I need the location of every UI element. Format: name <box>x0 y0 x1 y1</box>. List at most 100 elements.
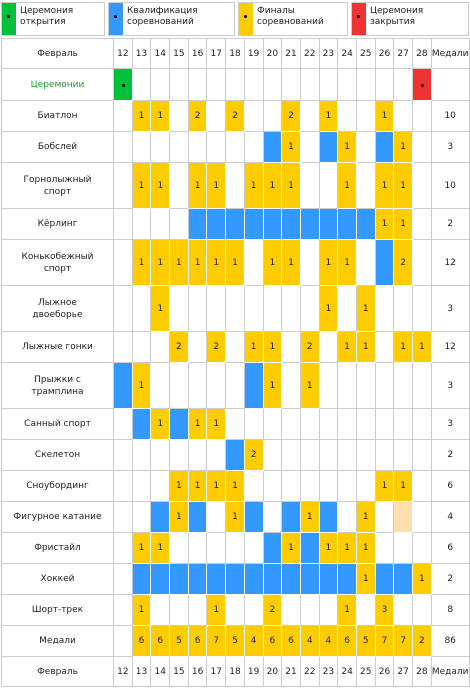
grand-total: 86 <box>430 625 470 657</box>
sport-medals: 3 <box>430 131 470 163</box>
event-cell: 1 <box>169 239 189 286</box>
legend-label: Квалификация соревнований <box>123 3 202 35</box>
event-cell: 1 <box>150 285 171 332</box>
ceremony-cell <box>187 68 208 101</box>
sport-label: Лыжное двоеборье <box>1 285 114 332</box>
event-cell: 1 <box>355 501 376 533</box>
total-cell: 7 <box>374 625 395 657</box>
event-cell: 1 <box>206 594 227 626</box>
sport-medals: 6 <box>430 532 470 564</box>
event-cell <box>243 594 264 626</box>
legend-dot <box>114 15 117 18</box>
event-cell: 1 <box>355 285 376 332</box>
sport-label-line: спорт <box>43 186 72 197</box>
event-cell <box>318 439 339 471</box>
event-cell <box>113 470 133 502</box>
sport-row: Фигурное катание 1 1 1 1 4 <box>1 501 470 533</box>
month-label: Февраль <box>1 656 114 687</box>
event-cell <box>113 239 133 286</box>
event-cell: 1 <box>225 239 245 286</box>
event-cell <box>318 162 339 209</box>
event-cell <box>206 501 227 533</box>
event-cell <box>393 501 413 533</box>
event-cell <box>393 362 413 409</box>
event-cell <box>169 594 189 626</box>
event-cell: 1 <box>355 532 376 564</box>
event-cell <box>243 532 264 564</box>
legend-label-line: соревнований <box>127 17 194 27</box>
ceremonies-row: Церемонии <box>1 68 470 101</box>
event-cell <box>412 131 432 163</box>
event-cell: 1 <box>393 162 413 209</box>
event-cell: 2 <box>225 100 245 132</box>
sport-row: Кёрлинг 1 1 2 <box>1 208 470 240</box>
event-cell <box>299 439 320 471</box>
event-cell <box>281 362 301 409</box>
legend-item: Церемония закрытия <box>351 2 469 36</box>
sport-label: Скелетон <box>1 439 114 471</box>
event-cell: 1 <box>318 239 339 286</box>
event-cell: 2 <box>243 439 264 471</box>
event-cell <box>206 362 227 409</box>
event-cell <box>355 131 376 163</box>
sport-label-line: Лыжные гонки <box>22 342 93 352</box>
event-cell <box>131 331 152 363</box>
event-cell: 1 <box>374 208 395 240</box>
event-cell <box>355 239 376 286</box>
event-cell <box>131 285 152 332</box>
event-cell <box>113 131 133 163</box>
legend-swatch <box>2 3 16 35</box>
event-cell: 1 <box>206 470 227 502</box>
sport-row: Скелетон 2 2 <box>1 439 470 471</box>
ceremony-cell <box>412 68 432 101</box>
event-cell <box>169 100 189 132</box>
sport-medals: 6 <box>430 470 470 502</box>
totals-row: Медали 6 6 5 6 7 5 4 6 6 4 4 6 5 7 7 2 86 <box>1 625 470 657</box>
event-cell <box>169 439 189 471</box>
event-cell: 1 <box>150 239 171 286</box>
event-cell <box>299 563 320 595</box>
sport-row: Горнолыжный спорт 1 1 1 1 1 1 1 1 1 1 10 <box>1 162 470 209</box>
event-cell <box>131 208 152 240</box>
event-cell <box>262 131 283 163</box>
event-cell <box>355 408 376 440</box>
sport-label-line: Горнолыжный <box>23 174 92 185</box>
total-cell: 6 <box>262 625 283 657</box>
event-cell <box>206 208 227 240</box>
event-cell <box>113 362 133 409</box>
ceremony-cell <box>150 68 171 101</box>
event-cell: 1 <box>337 331 357 363</box>
event-cell <box>281 285 301 332</box>
event-cell: 1 <box>243 331 264 363</box>
event-cell <box>299 408 320 440</box>
event-cell: 1 <box>374 470 395 502</box>
sport-row: Фристайл 1 1 1 1 1 1 6 <box>1 532 470 564</box>
event-cell <box>225 208 245 240</box>
ceremony-cell <box>337 68 357 101</box>
event-cell <box>206 131 227 163</box>
event-cell <box>262 285 283 332</box>
event-cell: 2 <box>262 594 283 626</box>
event-cell <box>150 362 171 409</box>
sport-label: Фигурное катание <box>1 501 114 533</box>
day-label: 20 <box>262 38 283 69</box>
sport-label: Кёрлинг <box>1 208 114 240</box>
event-cell <box>299 532 320 564</box>
event-cell <box>374 239 395 286</box>
event-cell: 1 <box>393 131 413 163</box>
event-cell <box>337 208 357 240</box>
sport-label: Бобслей <box>1 131 114 163</box>
event-cell <box>299 594 320 626</box>
event-cell: 1 <box>169 470 189 502</box>
ceremony-cell <box>131 68 152 101</box>
event-cell <box>318 563 339 595</box>
event-cell <box>243 285 264 332</box>
sport-medals: 10 <box>430 162 470 209</box>
event-cell: 2 <box>299 331 320 363</box>
sport-label-line: Шорт-трек <box>31 605 84 615</box>
event-cell: 1 <box>299 362 320 409</box>
event-cell <box>243 501 264 533</box>
legend-label-line: открытия <box>20 17 66 27</box>
event-cell <box>337 439 357 471</box>
event-cell: 1 <box>206 239 227 286</box>
